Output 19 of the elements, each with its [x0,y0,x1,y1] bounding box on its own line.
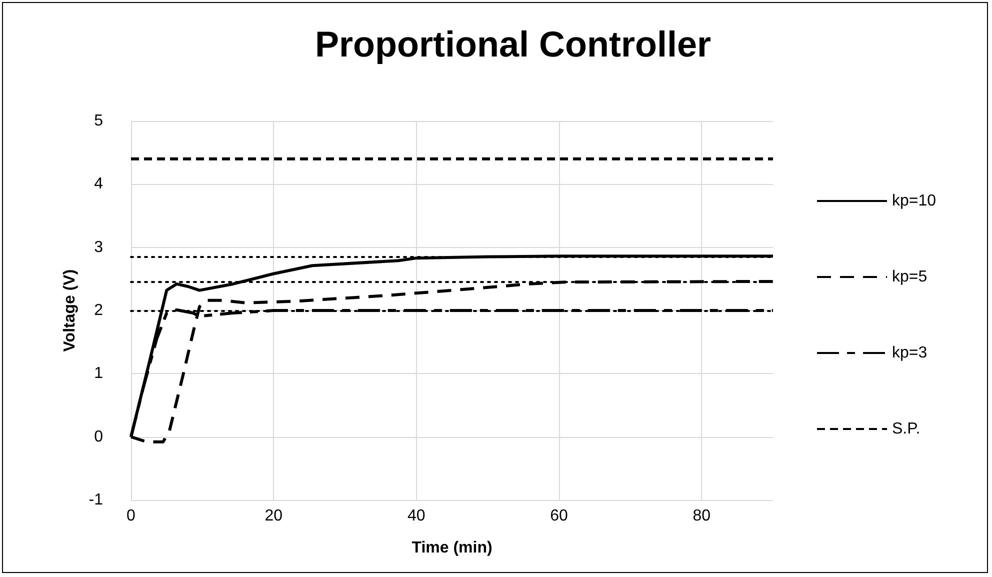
legend-label: S.P. [892,420,920,438]
y-tick-label: 4 [94,176,104,193]
x-tick-label: 20 [264,508,283,524]
legend-label: kp=3 [892,344,928,362]
x-tick-label: 0 [126,508,136,524]
x-axis-title: Time (min) [412,540,492,556]
y-tick-label: 3 [94,238,104,256]
x-tick-label: 60 [550,508,568,524]
y-axis-title: Voltage (V) [61,269,78,352]
y-tick-label: 5 [94,112,104,130]
y-tick-label: 1 [94,365,104,382]
legend-label: kp=5 [892,268,928,286]
x-tick-label: 80 [692,508,711,524]
y-tick-label: -1 [88,492,104,508]
x-tick-label: 40 [407,508,426,524]
y-tick-label: 2 [94,302,104,319]
y-tick-label: 0 [94,428,104,446]
chart-title: Proportional Controller [315,24,711,64]
legend-label: kp=10 [892,192,936,210]
